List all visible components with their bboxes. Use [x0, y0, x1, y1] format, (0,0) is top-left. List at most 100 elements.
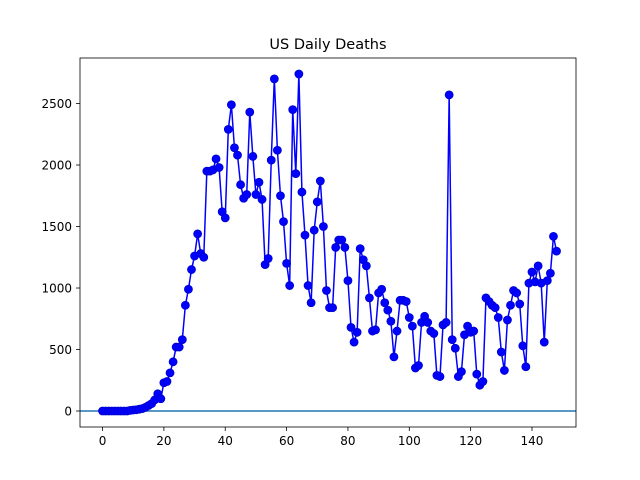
data-point [168, 357, 178, 367]
data-point [407, 321, 417, 331]
data-point [490, 303, 500, 313]
data-point [499, 366, 509, 375]
data-point [545, 268, 555, 278]
data-point [533, 261, 543, 271]
data-point [251, 190, 261, 199]
y-tick-label: 2000 [41, 159, 72, 173]
data-point [377, 284, 387, 294]
data-point [315, 176, 325, 186]
x-tick-label: 80 [340, 434, 355, 448]
data-point [174, 342, 184, 352]
x-tick-label: 0 [99, 434, 107, 448]
data-point [220, 213, 230, 223]
data-point [457, 367, 466, 377]
data-point [328, 303, 338, 313]
data-point [518, 341, 528, 351]
data-point [306, 298, 316, 308]
x-tick-label: 100 [398, 434, 421, 448]
data-point [352, 327, 362, 337]
data-point [303, 281, 313, 290]
data-point [254, 177, 264, 187]
data-point [542, 276, 552, 286]
data-point [512, 288, 522, 298]
data-point [503, 315, 512, 325]
data-point [441, 318, 451, 327]
data-point [343, 276, 353, 286]
data-point [539, 337, 549, 347]
data-point [337, 235, 347, 245]
data-point [285, 281, 295, 290]
data-point [309, 225, 319, 235]
axes-frame [79, 57, 577, 428]
data-point [233, 150, 242, 160]
data-point [288, 105, 298, 115]
data-point [380, 298, 390, 308]
chart-title: US Daily Deaths [269, 37, 386, 53]
data-point [193, 229, 203, 239]
data-point [312, 197, 322, 207]
plot-area [80, 69, 576, 416]
data-point [386, 316, 396, 326]
data-point [226, 100, 236, 110]
data-point [180, 300, 190, 310]
data-point [429, 329, 439, 338]
data-point [549, 231, 558, 241]
data-point [211, 154, 221, 164]
data-point [199, 252, 209, 262]
data-point [331, 243, 341, 252]
data-point [447, 335, 457, 345]
series-marker-layer [98, 69, 561, 416]
data-point [276, 191, 285, 201]
data-point [184, 284, 193, 294]
data-point [414, 361, 423, 370]
data-point [361, 261, 371, 271]
data-point [515, 299, 525, 309]
data-point [371, 325, 380, 335]
data-point [242, 190, 252, 199]
data-point [450, 343, 460, 353]
x-tick-label: 40 [218, 434, 233, 448]
y-tick-label: 0 [64, 405, 72, 419]
data-point [282, 259, 291, 268]
data-point [527, 267, 537, 277]
data-point [404, 313, 414, 322]
data-point [230, 143, 239, 153]
data-point [263, 254, 273, 263]
data-point [248, 151, 258, 161]
data-point [355, 244, 365, 254]
y-tick-label: 1500 [41, 220, 72, 234]
data-point [165, 368, 175, 378]
data-point [349, 337, 359, 347]
data-point [340, 243, 350, 252]
y-tick-label: 2500 [41, 97, 72, 111]
data-point [279, 217, 288, 226]
data-point [401, 297, 411, 306]
data-point [496, 347, 506, 357]
data-point [472, 369, 482, 379]
axes: 0 20 40 60 80 100 120 140 0 500 1000 1500 2000 2500 [41, 57, 577, 448]
data-point [236, 180, 245, 190]
data-point [156, 394, 166, 404]
x-tick-label: 20 [156, 434, 171, 448]
data-point [346, 322, 356, 332]
data-point [214, 163, 224, 172]
data-point [392, 326, 402, 336]
data-point [478, 377, 488, 386]
data-point [423, 318, 433, 327]
data-point [469, 326, 479, 336]
x-tick-label: 60 [279, 434, 294, 448]
data-point [177, 335, 187, 345]
data-point [269, 74, 279, 84]
y-tick-label: 1000 [41, 282, 72, 296]
data-point [291, 169, 301, 179]
data-point [493, 313, 503, 322]
data-point [272, 145, 282, 155]
data-point [257, 195, 267, 204]
data-point [162, 377, 172, 386]
data-point [444, 90, 454, 100]
data-point [266, 155, 276, 165]
data-point [552, 246, 561, 256]
data-point [389, 352, 399, 362]
data-point [322, 286, 331, 295]
